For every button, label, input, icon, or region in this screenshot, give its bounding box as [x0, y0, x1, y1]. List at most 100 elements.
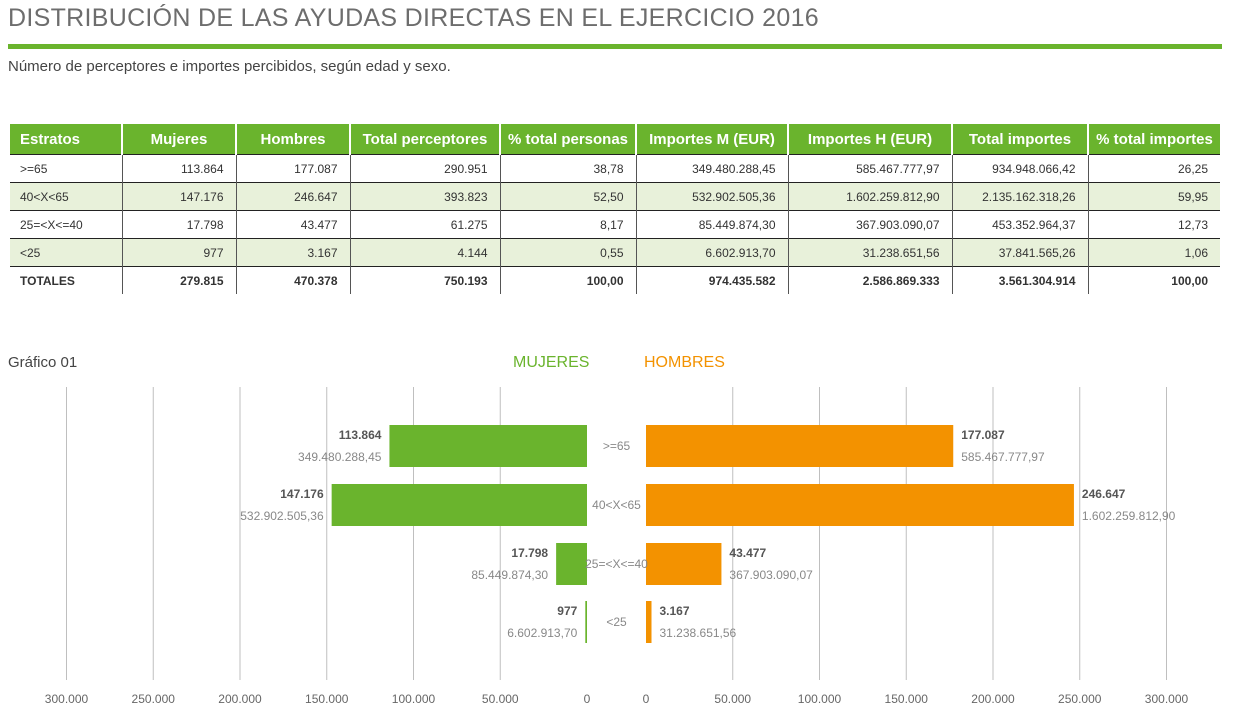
table-row: 25=<X<=40 17.798 43.477 61.275 8,17 85.449.87…: [10, 210, 1220, 239]
table-cell: 100,00: [1087, 266, 1220, 294]
table-header-row: Estratos Mujeres Hombres Total perceptores%…: [10, 124, 1220, 155]
data-label-women-count: 17.798: [511, 546, 548, 560]
data-label-men-amount: 1.602.259.812,90: [1082, 509, 1176, 523]
table-cell: 2.135.162.318,26: [951, 182, 1088, 211]
table-cell: 6.602.913,70: [635, 238, 788, 267]
table-cell: 977: [121, 238, 236, 267]
table-cell: 17.798: [121, 210, 236, 239]
table-cell: TOTALES: [10, 266, 122, 294]
category-label: >=65: [603, 439, 631, 453]
table-header-cell: Importes M (EUR): [635, 124, 788, 155]
bar-women: [556, 543, 587, 585]
bar-men: [646, 543, 722, 585]
category-label: <25: [606, 615, 627, 629]
chart-label: Gráfico 01: [8, 354, 78, 371]
table-cell: 40<X<65: [10, 182, 122, 211]
table-cell: 585.467.777,97: [787, 154, 952, 183]
table-header-cell: Importes H (EUR): [787, 124, 952, 155]
table-header-cell: Total perceptores: [349, 124, 500, 155]
table-cell: 59,95: [1087, 182, 1220, 211]
x-tick-label: 0: [584, 692, 591, 706]
x-tick-label: 100.000: [798, 692, 842, 706]
data-label-women-amount: 85.449.874,30: [471, 568, 548, 582]
bar-men: [646, 601, 652, 643]
table-cell: 3.167: [235, 238, 350, 267]
table-cell: 1,06: [1087, 238, 1220, 267]
data-label-women-count: 977: [557, 604, 577, 618]
bar-men: [646, 425, 954, 467]
table-header-cell: % total personas: [499, 124, 636, 155]
table-header-cell: Total importes: [951, 124, 1088, 155]
legend-men: HOMBRES: [644, 354, 725, 371]
table-cell: 52,50: [499, 182, 636, 211]
x-tick-label: 50.000: [714, 692, 751, 706]
table-cell: 453.352.964,37: [951, 210, 1088, 239]
table-total-row: TOTALES 279.815 470.378 750.193 100,00 974.43…: [10, 266, 1220, 294]
table-body: >=65 113.864 177.087 290.951 38,78 349.480.28…: [10, 154, 1220, 294]
x-tick-label: 300.000: [45, 692, 89, 706]
x-tick-label: 100.000: [392, 692, 436, 706]
bar-women: [389, 425, 587, 467]
table-cell: 85.449.874,30: [635, 210, 788, 239]
data-label-men-count: 177.087: [961, 428, 1005, 442]
legend-women: MUJERES: [513, 354, 590, 371]
table-cell: 38,78: [499, 154, 636, 183]
table-cell: 31.238.651,56: [787, 238, 952, 267]
x-tick-label: 250.000: [132, 692, 176, 706]
table-cell: 349.480.288,45: [635, 154, 788, 183]
table-cell: 246.647: [235, 182, 350, 211]
table-cell: 61.275: [349, 210, 500, 239]
table-cell: 532.902.505,36: [635, 182, 788, 211]
data-label-women-amount: 532.902.505,36: [240, 509, 324, 523]
table-cell: 393.823: [349, 182, 500, 211]
data-label-men-amount: 31.238.651,56: [659, 626, 736, 640]
table-cell: 3.561.304.914: [951, 266, 1088, 294]
table-cell: 113.864: [121, 154, 236, 183]
table-cell: 0,55: [499, 238, 636, 267]
category-label: 40<X<65: [592, 498, 641, 512]
table-cell: 43.477: [235, 210, 350, 239]
table-header-cell: Hombres: [235, 124, 350, 155]
title-underline: [8, 44, 1222, 49]
table-cell: 367.903.090,07: [787, 210, 952, 239]
data-label-men-amount: 367.903.090,07: [729, 568, 813, 582]
x-tick-label: 250.000: [1058, 692, 1102, 706]
table-cell: 147.176: [121, 182, 236, 211]
data-label-men-count: 43.477: [729, 546, 766, 560]
table-cell: 2.586.869.333: [787, 266, 952, 294]
x-tick-label: 300.000: [1145, 692, 1189, 706]
table-cell: 750.193: [349, 266, 500, 294]
data-label-women-amount: 349.480.288,45: [298, 450, 382, 464]
table-header-cell: % total importes: [1087, 124, 1220, 155]
data-label-women-count: 113.864: [339, 428, 382, 442]
table-cell: <25: [10, 238, 122, 267]
x-tick-label: 200.000: [218, 692, 262, 706]
category-label: 25=<X<=40: [585, 557, 648, 571]
table-cell: 100,00: [499, 266, 636, 294]
data-label-women-count: 147.176: [280, 487, 324, 501]
table-cell: 290.951: [349, 154, 500, 183]
data-label-men-count: 3.167: [659, 604, 689, 618]
table-row: 40<X<65 147.176 246.647 393.823 52,50 532.902…: [10, 182, 1220, 211]
data-table: Estratos Mujeres Hombres Total perceptores%…: [10, 124, 1220, 294]
bar-women: [331, 484, 587, 526]
table-cell: 1.602.259.812,90: [787, 182, 952, 211]
x-tick-label: 50.000: [482, 692, 519, 706]
table-cell: 4.144: [349, 238, 500, 267]
table-header-cell: Estratos: [10, 124, 122, 155]
table-cell: 470.378: [235, 266, 350, 294]
table-cell: 279.815: [121, 266, 236, 294]
table-cell: 37.841.565,26: [951, 238, 1088, 267]
table-cell: 8,17: [499, 210, 636, 239]
data-label-women-amount: 6.602.913,70: [507, 626, 577, 640]
table-row: >=65 113.864 177.087 290.951 38,78 349.480.28…: [10, 154, 1220, 183]
table-header-cell: Mujeres: [121, 124, 236, 155]
table-row: <25 977 3.167 4.144 0,55 6.602.913,70 31.238.6…: [10, 238, 1220, 267]
table-cell: 26,25: [1087, 154, 1220, 183]
data-label-men-count: 246.647: [1082, 487, 1126, 501]
x-tick-label: 200.000: [971, 692, 1015, 706]
table-cell: >=65: [10, 154, 122, 183]
table-cell: 177.087: [235, 154, 350, 183]
table-cell: 974.435.582: [635, 266, 788, 294]
